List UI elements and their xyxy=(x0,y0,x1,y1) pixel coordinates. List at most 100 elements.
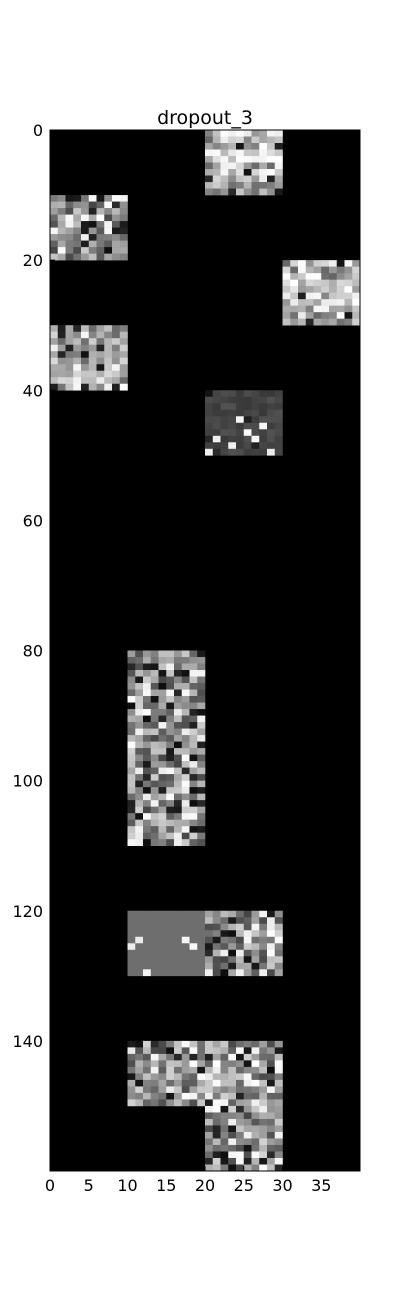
heatmap-cell xyxy=(197,826,206,833)
heatmap-cell xyxy=(220,949,229,957)
heatmap-cell xyxy=(220,416,229,424)
heatmap-cell xyxy=(236,1112,245,1120)
heatmap-cell xyxy=(174,793,183,801)
heatmap-cell xyxy=(135,793,144,801)
heatmap-cell xyxy=(267,390,276,398)
heatmap-cell xyxy=(267,943,276,951)
heatmap-cell xyxy=(127,787,136,794)
heatmap-cell xyxy=(274,136,283,144)
heatmap-cell xyxy=(65,208,74,215)
heatmap-cell xyxy=(189,657,198,664)
heatmap-cell xyxy=(236,130,245,137)
heatmap-tile xyxy=(50,195,128,261)
heatmap-cell xyxy=(259,1040,268,1048)
heatmap-cell xyxy=(181,780,190,788)
heatmap-cell xyxy=(174,962,183,970)
heatmap-cell xyxy=(65,344,74,352)
heatmap-cell xyxy=(197,715,206,723)
heatmap-cell xyxy=(174,800,183,807)
heatmap-cell xyxy=(166,1073,175,1081)
heatmap-cell xyxy=(259,1151,268,1159)
heatmap-cell xyxy=(166,1040,175,1048)
heatmap-cell xyxy=(205,1125,214,1133)
heatmap-cell xyxy=(313,292,322,300)
heatmap-cell xyxy=(197,969,206,977)
heatmap-cell xyxy=(181,663,190,671)
heatmap-cell xyxy=(135,754,144,762)
heatmap-cell xyxy=(212,149,221,157)
heatmap-cell xyxy=(274,416,283,424)
heatmap-cell xyxy=(81,351,90,359)
heatmap-cell xyxy=(197,1053,206,1061)
heatmap-cell xyxy=(274,949,283,957)
heatmap-cell xyxy=(205,169,214,176)
heatmap-cell xyxy=(212,175,221,183)
heatmap-cell xyxy=(220,169,229,176)
heatmap-cell xyxy=(267,429,276,437)
heatmap-cell xyxy=(135,774,144,781)
heatmap-cell xyxy=(104,344,113,352)
heatmap-cell xyxy=(166,741,175,749)
heatmap-cell xyxy=(251,1118,260,1126)
heatmap-cell xyxy=(158,923,167,931)
heatmap-cell xyxy=(158,650,167,658)
x-tick-label: 15 xyxy=(156,1176,176,1195)
heatmap-cell xyxy=(197,650,206,658)
heatmap-cell xyxy=(243,923,252,931)
heatmap-cell xyxy=(166,728,175,736)
heatmap-cell xyxy=(259,923,268,931)
heatmap-cell xyxy=(57,214,66,222)
heatmap-cell xyxy=(143,670,152,677)
heatmap-cell xyxy=(197,696,206,703)
heatmap-cell xyxy=(135,780,144,788)
heatmap-cell xyxy=(259,182,268,189)
heatmap-cell xyxy=(158,1040,167,1048)
heatmap-cell xyxy=(112,331,121,339)
heatmap-cell xyxy=(96,240,105,248)
heatmap-cell xyxy=(267,149,276,157)
heatmap-cell xyxy=(104,383,113,391)
heatmap-cell xyxy=(228,1125,237,1133)
heatmap-cell xyxy=(189,663,198,671)
heatmap-cell xyxy=(267,949,276,957)
heatmap-cell xyxy=(259,949,268,957)
heatmap-cell xyxy=(189,1040,198,1048)
heatmap-cell xyxy=(259,943,268,951)
heatmap-cell xyxy=(135,735,144,742)
heatmap-cell xyxy=(313,266,322,274)
heatmap-cell xyxy=(236,175,245,183)
heatmap-cell xyxy=(150,1066,159,1074)
heatmap-cell xyxy=(174,709,183,716)
heatmap-cell xyxy=(243,1086,252,1094)
heatmap-cell xyxy=(228,396,237,404)
heatmap-cell xyxy=(57,234,66,241)
heatmap-cell xyxy=(205,409,214,417)
heatmap-cell xyxy=(119,351,128,359)
y-tick-label: 0 xyxy=(33,121,43,140)
heatmap-cell xyxy=(212,396,221,404)
heatmap-cell xyxy=(135,819,144,827)
heatmap-cell xyxy=(228,930,237,938)
heatmap-cell xyxy=(251,422,260,430)
heatmap-cell xyxy=(251,1060,260,1068)
heatmap-cell xyxy=(174,1060,183,1068)
heatmap-cell xyxy=(181,969,190,977)
heatmap-cell xyxy=(197,1086,206,1094)
heatmap-cell xyxy=(81,377,90,385)
heatmap-cell xyxy=(104,221,113,228)
heatmap-cell xyxy=(189,774,198,781)
heatmap-cell xyxy=(181,715,190,723)
heatmap-cell xyxy=(143,930,152,938)
heatmap-cell xyxy=(228,403,237,411)
heatmap-cell xyxy=(189,702,198,710)
heatmap-cell xyxy=(236,409,245,417)
heatmap-cell xyxy=(313,286,322,293)
heatmap-cell xyxy=(65,253,74,261)
heatmap-cell xyxy=(127,702,136,710)
heatmap-cell xyxy=(243,396,252,404)
heatmap-cell xyxy=(298,286,307,293)
heatmap-cell xyxy=(135,930,144,938)
heatmap-cell xyxy=(189,741,198,749)
heatmap-cell xyxy=(329,292,338,300)
heatmap-cell xyxy=(267,956,276,964)
